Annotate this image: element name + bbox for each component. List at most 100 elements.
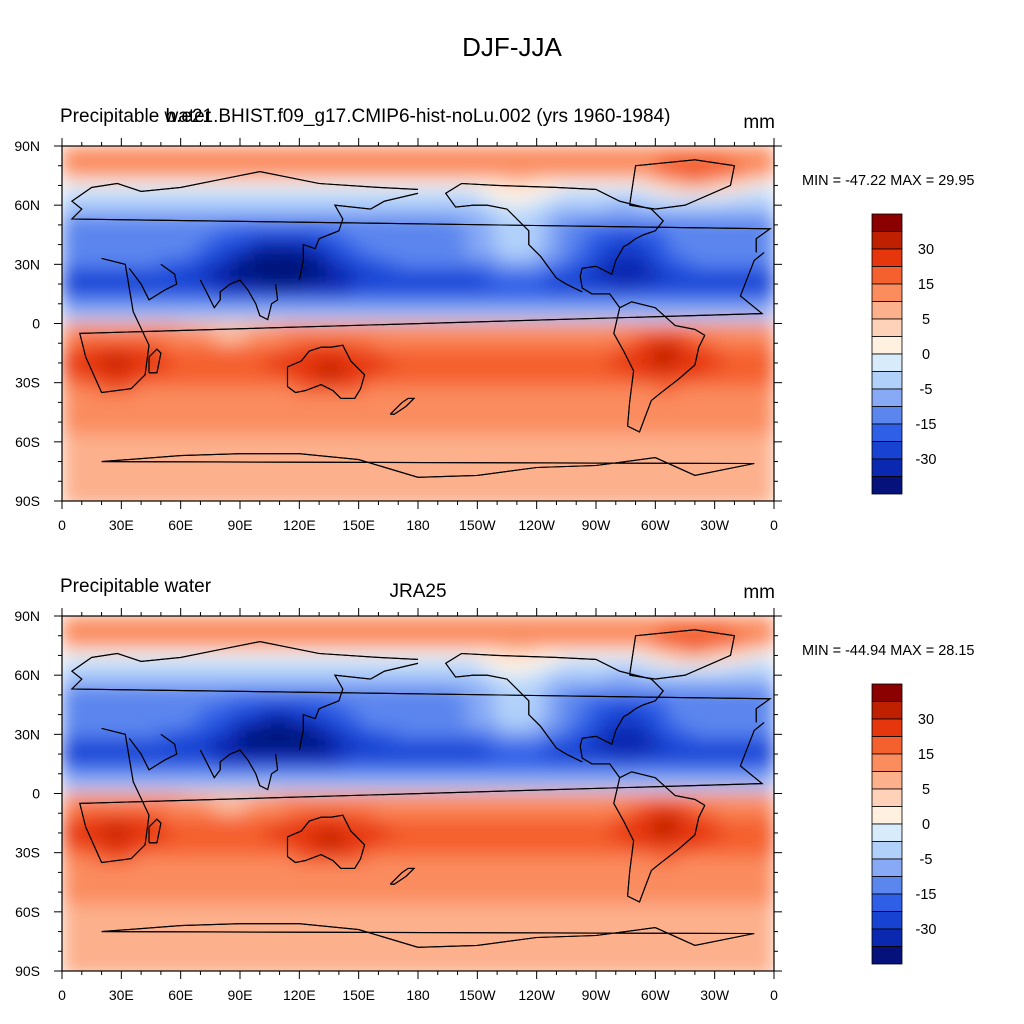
panel-center-title-top: b.e21.BHIST.f09_g17.CMIP6-hist-noLu.002 … [166, 106, 671, 127]
colorbar-label: -5 [920, 852, 933, 868]
coastline [389, 867, 416, 885]
colorbar-label: 30 [918, 242, 934, 258]
colorbar-label: -5 [920, 382, 933, 398]
x-tick-label: 60W [641, 517, 671, 533]
figure-title: DJF-JJA [462, 32, 562, 62]
coastline [101, 923, 755, 948]
x-tick-label: 60E [168, 987, 193, 1003]
colorbar-box [871, 718, 903, 737]
colorbar-top: 30 15 5 0 -5 -15 -30 [871, 213, 937, 495]
colorbar-box [871, 683, 903, 702]
coastline [444, 652, 664, 779]
x-tick-label: 90E [228, 987, 253, 1003]
panel-stats-bottom: MIN = -44.94 MAX = 28.15 [802, 643, 974, 659]
y-tick-label: 60S [15, 904, 40, 920]
colorbar-box [871, 318, 903, 337]
x-tick-label: 90W [582, 517, 612, 533]
x-tick-label: 150E [342, 517, 375, 533]
x-tick-label: 120E [283, 987, 316, 1003]
colorbar-box [871, 771, 903, 790]
colorbar-box [871, 283, 903, 302]
colorbar-box [871, 753, 903, 772]
colorbar-label: 0 [922, 347, 930, 363]
colorbar-box [871, 388, 903, 407]
colorbar-label: -15 [916, 887, 937, 903]
x-tick-label: 30E [109, 517, 134, 533]
x-tick-label: 0 [770, 987, 778, 1003]
colorbar-box [871, 701, 903, 720]
y-tick-label: 30S [15, 845, 40, 861]
panel-left-title-bottom: Precipitable water [60, 576, 212, 597]
coastline [101, 453, 755, 478]
map-field-bottom [62, 616, 774, 971]
colorbar-box [871, 353, 903, 372]
panel-center-title-bottom: JRA25 [389, 581, 446, 602]
panel-units-bottom: mm [743, 582, 775, 603]
colorbar-box [871, 231, 903, 250]
panel-top: 0 30E 60E 90E 120E 150E 180 150W 120W 90W 60W 30W 0 9… [14, 106, 974, 533]
coastline [128, 733, 178, 771]
y-tick-label: 60S [15, 434, 40, 450]
colorbar-box [871, 823, 903, 842]
colorbar-box [871, 301, 903, 320]
coastline [613, 771, 706, 903]
colorbar-label: 5 [922, 782, 930, 798]
x-tick-label: 90E [228, 517, 253, 533]
x-tick-label: 60E [168, 517, 193, 533]
colorbar-box [871, 911, 903, 930]
x-tick-label: 150E [342, 987, 375, 1003]
colorbar-box [871, 876, 903, 895]
colorbar-box [871, 476, 903, 495]
colorbar-label: 5 [922, 312, 930, 328]
x-tick-label: 180 [406, 517, 430, 533]
colorbar-label: 0 [922, 817, 930, 833]
y-tick-label: 30S [15, 375, 40, 391]
x-tick-label: 150W [459, 517, 496, 533]
x-tick-label: 30E [109, 987, 134, 1003]
colorbar-label: 15 [918, 277, 934, 293]
colorbar-box [871, 946, 903, 965]
colorbar-box [871, 788, 903, 807]
coastline [629, 629, 736, 680]
x-tick-label: 120E [283, 517, 316, 533]
y-tick-label: 60N [14, 197, 40, 213]
coastline [298, 192, 419, 281]
y-tick-label: 30N [14, 256, 40, 272]
x-tick-label: 60W [641, 987, 671, 1003]
coastline [79, 722, 765, 864]
x-tick-label: 30W [700, 517, 730, 533]
colorbar-box [871, 423, 903, 442]
coastline [128, 263, 178, 301]
y-tick-label: 90S [15, 963, 40, 979]
colorbar-label: -30 [916, 922, 937, 938]
coastline [286, 814, 366, 869]
coastline [199, 279, 279, 321]
colorbar-box [871, 336, 903, 355]
colorbar-box [871, 371, 903, 390]
colorbar-bottom: 30 15 5 0 -5 -15 -30 [871, 683, 937, 965]
colorbar-label: 30 [918, 712, 934, 728]
coastline [286, 344, 366, 399]
colorbar-box [871, 928, 903, 947]
x-tick-label: 30W [700, 987, 730, 1003]
x-tick-label: 0 [770, 517, 778, 533]
x-tick-label: 150W [459, 987, 496, 1003]
colorbar-box [871, 441, 903, 460]
colorbar-label: -30 [916, 452, 937, 468]
coastline [70, 171, 772, 253]
colorbar-box [871, 806, 903, 825]
colorbar-box [871, 858, 903, 877]
x-tick-label: 0 [58, 517, 66, 533]
y-tick-label: 90S [15, 493, 40, 509]
coastline [629, 159, 736, 210]
x-tick-label: 0 [58, 987, 66, 1003]
panel-units-top: mm [743, 112, 775, 133]
coastline [148, 818, 162, 844]
panel-left-title-top: Precipitable water [60, 106, 212, 127]
coastline [70, 641, 772, 723]
colorbar-box [871, 893, 903, 912]
colorbar-box [871, 841, 903, 860]
coastline [79, 252, 765, 394]
y-tick-label: 30N [14, 726, 40, 742]
